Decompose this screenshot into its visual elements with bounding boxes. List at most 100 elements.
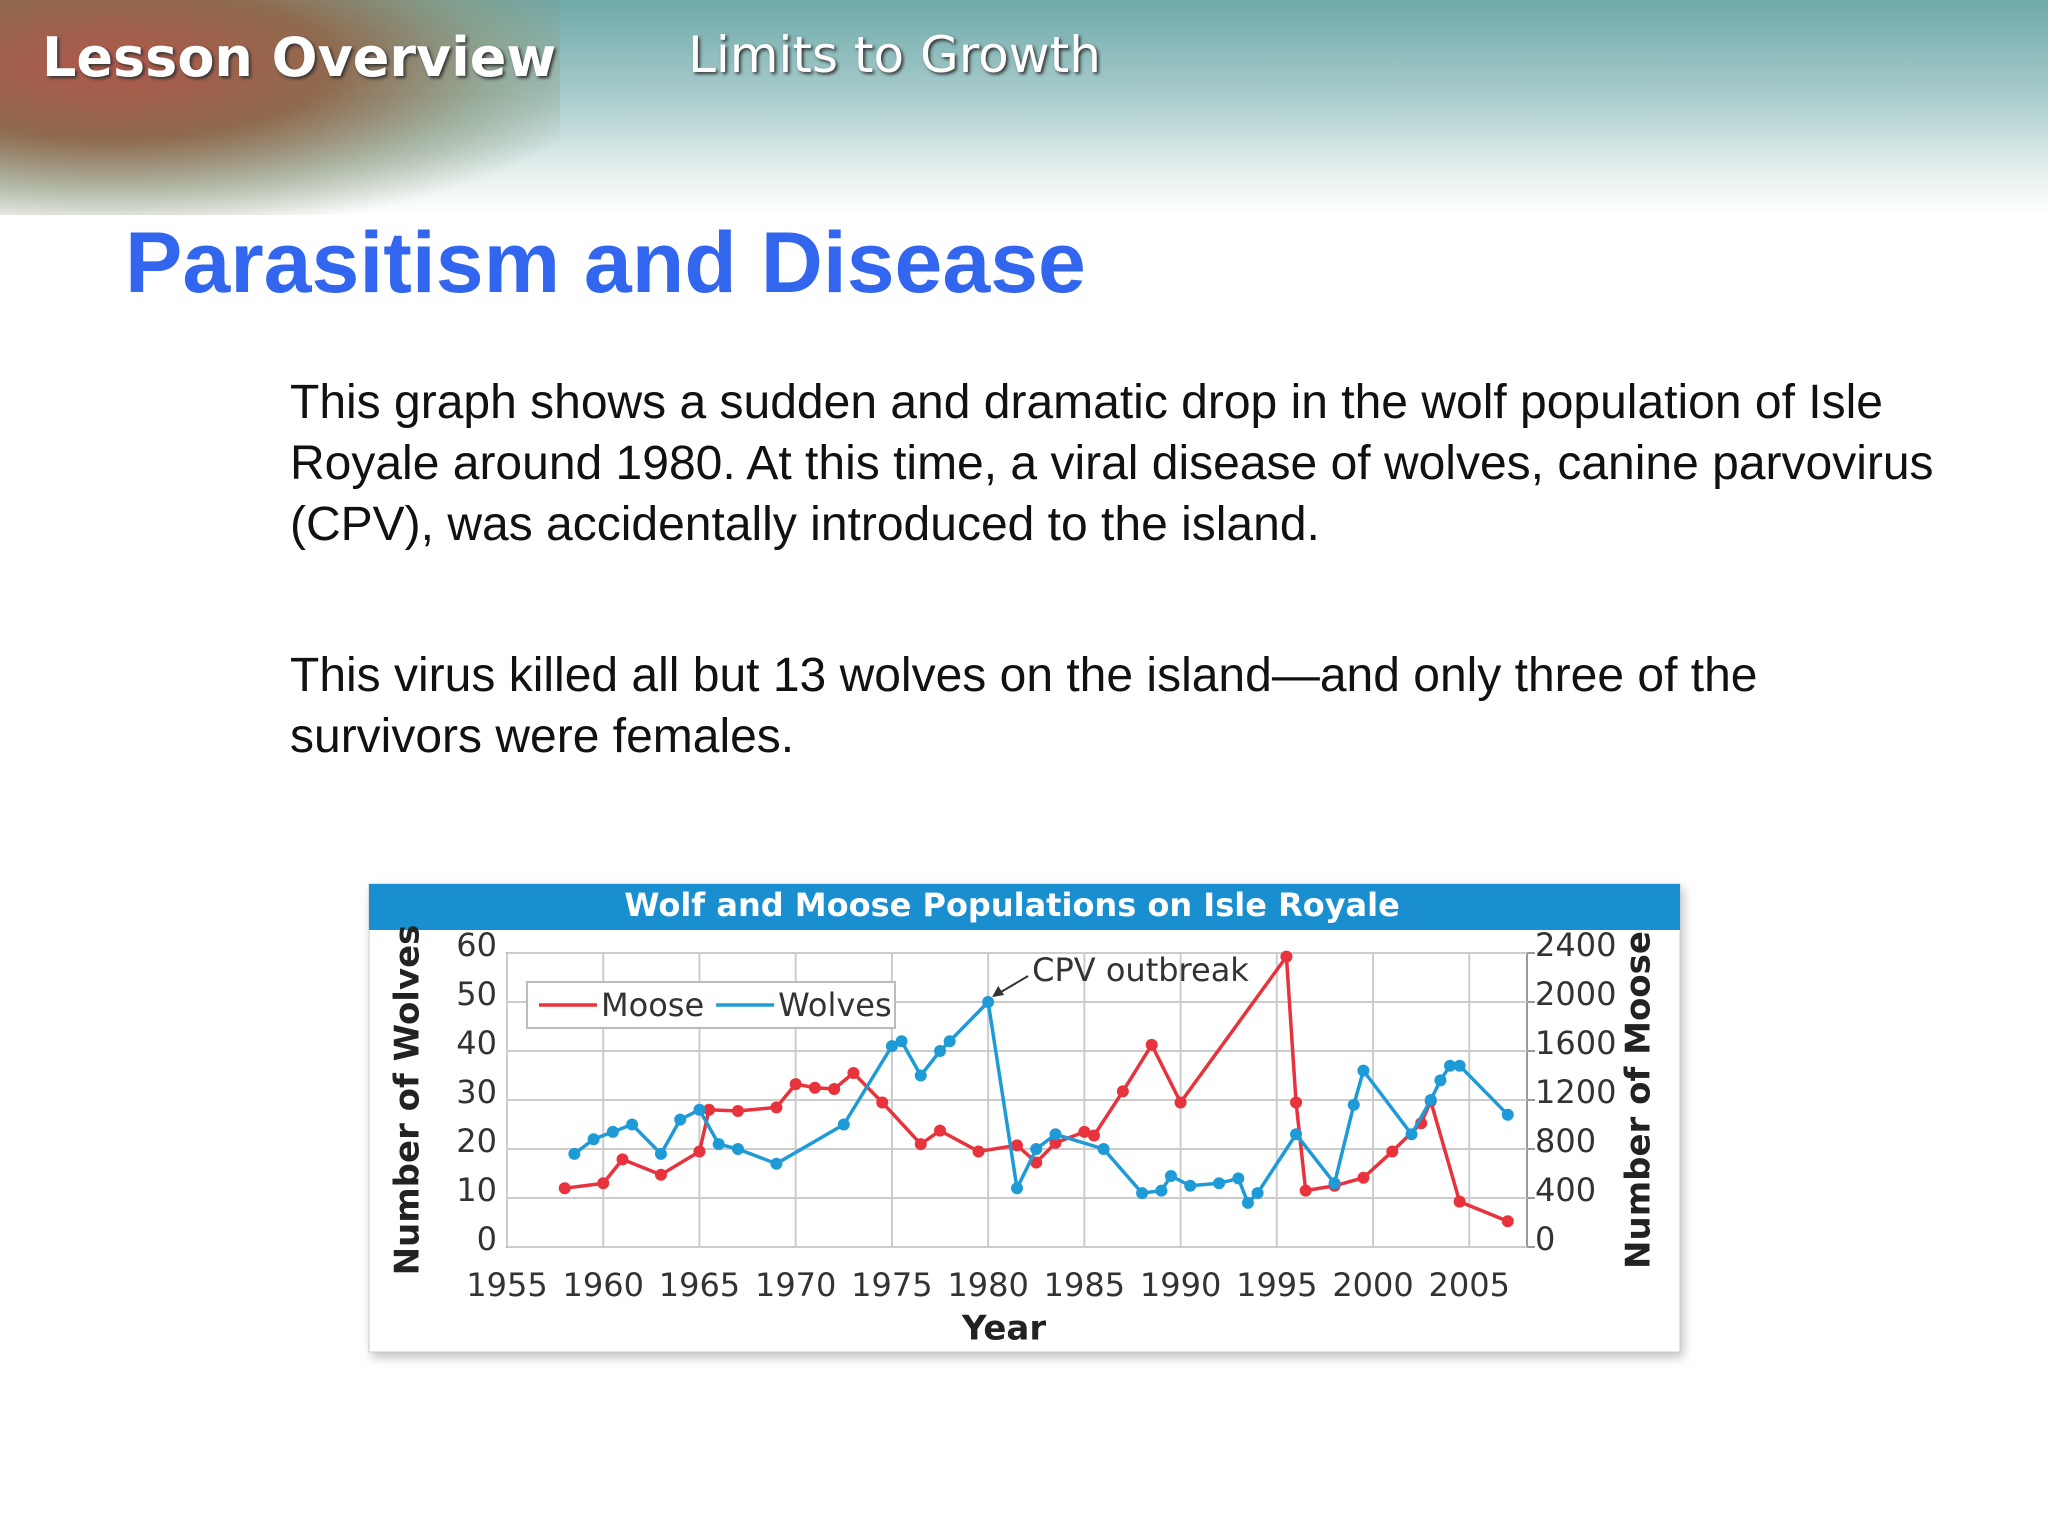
x-tick-label: 1970 <box>755 1266 836 1304</box>
data-point <box>693 1145 706 1158</box>
y2-tick-label: 2400 <box>1535 926 1616 964</box>
data-point <box>1087 1129 1100 1142</box>
data-point <box>1030 1156 1043 1169</box>
paragraph: This virus killed all but 13 wolves on t… <box>290 649 1758 763</box>
x-tick-label: 1990 <box>1140 1266 1221 1304</box>
annotation-arrowhead <box>992 986 1005 997</box>
data-point <box>626 1118 639 1131</box>
y-tick-label: 10 <box>456 1171 497 1209</box>
topic-label: Limits to Growth <box>688 26 1101 84</box>
y2-tick-label: 2000 <box>1535 975 1616 1013</box>
data-point <box>914 1069 927 1082</box>
y-tick-label: 30 <box>456 1073 497 1111</box>
data-point <box>1328 1177 1341 1190</box>
data-point <box>1501 1108 1514 1121</box>
data-point <box>982 996 995 1008</box>
data-point <box>1251 1187 1264 1200</box>
data-point <box>876 1096 889 1109</box>
section-label: Lesson Overview <box>42 26 557 89</box>
header-art <box>0 0 560 215</box>
paragraph: This graph shows a sudden and dramatic d… <box>290 376 1934 551</box>
data-point <box>1232 1172 1245 1185</box>
y-tick-label: 40 <box>456 1024 497 1062</box>
data-point <box>606 1125 619 1138</box>
data-point <box>1280 950 1293 963</box>
y2-tick-label: 1200 <box>1535 1073 1616 1111</box>
legend-label: Moose <box>601 986 704 1024</box>
data-point <box>1453 1059 1466 1072</box>
data-point <box>1097 1143 1110 1155</box>
y2-axis-title: Number of Moose <box>1619 931 1659 1269</box>
data-point <box>943 1035 956 1048</box>
chart-title: Wolf and Moose Populations on Isle Royal… <box>624 886 1400 924</box>
data-point <box>1453 1195 1466 1208</box>
x-tick-label: 1985 <box>1044 1266 1125 1304</box>
data-point <box>1405 1128 1418 1141</box>
data-point <box>616 1153 629 1166</box>
data-point <box>1145 1038 1158 1051</box>
data-point <box>934 1124 947 1137</box>
data-point <box>731 1105 744 1118</box>
data-point <box>1357 1064 1370 1077</box>
data-point <box>972 1145 985 1158</box>
y-tick-label: 0 <box>477 1220 497 1258</box>
data-point <box>1290 1128 1303 1141</box>
x-tick-label: 1960 <box>563 1266 644 1304</box>
data-point <box>770 1101 783 1114</box>
data-point <box>828 1082 841 1095</box>
data-point <box>895 1035 908 1048</box>
y-tick-label: 60 <box>456 926 497 964</box>
data-point <box>693 1103 706 1116</box>
data-point <box>770 1157 783 1170</box>
y-axis-title: Number of Wolves <box>388 925 428 1276</box>
data-point <box>703 1103 716 1116</box>
y-tick-label: 20 <box>456 1122 497 1160</box>
data-point <box>1184 1179 1197 1192</box>
chart-banner <box>369 884 1680 930</box>
data-point <box>1434 1074 1447 1087</box>
data-point <box>1078 1125 1091 1138</box>
x-tick-label: 1955 <box>466 1266 547 1304</box>
data-point <box>1357 1171 1370 1184</box>
data-point <box>1174 1096 1187 1109</box>
series-line <box>564 951 1509 1223</box>
data-point <box>558 1182 571 1195</box>
data-point <box>847 1067 860 1080</box>
data-point <box>731 1143 744 1155</box>
data-point <box>914 1138 927 1151</box>
data-point <box>1213 1177 1226 1190</box>
data-point <box>837 1118 850 1131</box>
data-point <box>568 1147 581 1160</box>
data-point <box>712 1138 725 1151</box>
x-tick-label: 1965 <box>659 1266 740 1304</box>
y-tick-label: 50 <box>456 975 497 1013</box>
y2-tick-label: 0 <box>1535 1220 1555 1258</box>
data-point <box>1049 1136 1062 1149</box>
data-point <box>1164 1169 1177 1182</box>
data-point <box>1136 1187 1149 1200</box>
x-tick-label: 2000 <box>1332 1266 1413 1304</box>
data-point <box>885 1040 898 1053</box>
data-point <box>1030 1143 1043 1155</box>
x-tick-label: 2005 <box>1429 1266 1510 1304</box>
y2-tick-label: 800 <box>1535 1122 1596 1160</box>
x-tick-label: 1980 <box>947 1266 1028 1304</box>
data-point <box>1011 1182 1023 1195</box>
data-point <box>674 1113 687 1126</box>
data-point <box>1290 1096 1303 1109</box>
data-point <box>789 1078 802 1091</box>
x-tick-label: 1975 <box>851 1266 932 1304</box>
x-tick-label: 1995 <box>1236 1266 1317 1304</box>
data-point <box>1155 1184 1168 1197</box>
x-axis-title: Year <box>961 1309 1047 1349</box>
annotation: CPV outbreak <box>1032 951 1249 989</box>
data-point <box>1386 1145 1399 1158</box>
data-point <box>1049 1128 1062 1141</box>
data-point <box>1444 1059 1457 1072</box>
slide-title: Parasitism and Disease <box>125 215 1086 311</box>
data-point <box>1347 1098 1360 1111</box>
data-point <box>1501 1215 1514 1228</box>
y2-tick-label: 1600 <box>1535 1024 1616 1062</box>
